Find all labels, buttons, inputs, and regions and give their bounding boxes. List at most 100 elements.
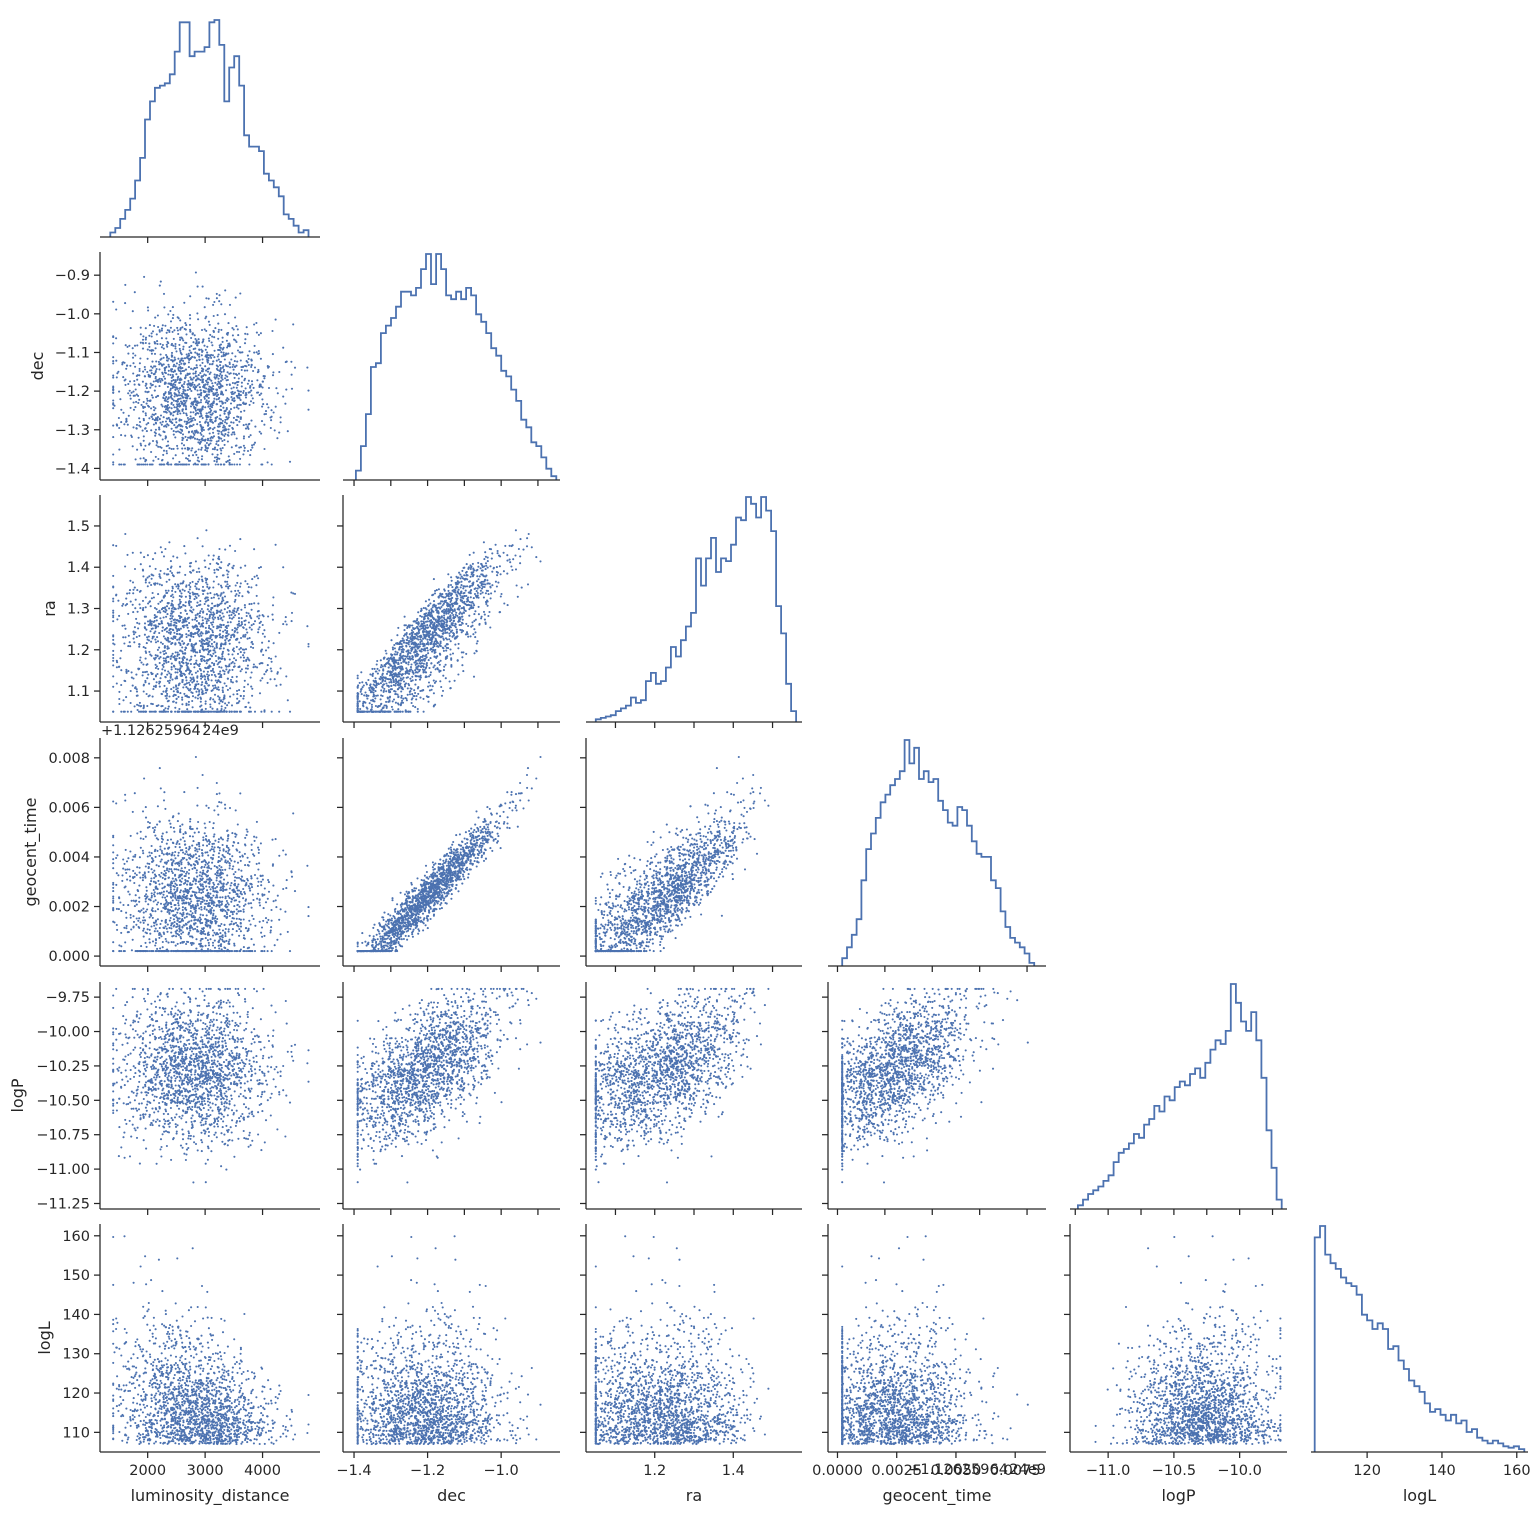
scatter-point [133,705,136,708]
scatter-point [141,341,144,344]
scatter-point [214,381,217,384]
scatter-point [264,410,268,413]
scatter-point [204,420,207,423]
scatter-point [130,434,133,437]
scatter-point [225,383,228,386]
scatter-point [141,347,145,350]
scatter-point [211,602,214,605]
scatter-point [232,416,235,419]
scatter-point [154,407,157,410]
scatter-point [182,618,185,621]
scatter-point [176,413,179,416]
scatter-point [252,386,255,389]
scatter-point [171,637,175,641]
scatter-point [397,663,400,666]
scatter-point [146,391,149,394]
scatter-point [155,665,159,668]
scatter-point [132,390,135,393]
scatter-point [239,457,242,460]
scatter-point [169,676,172,679]
scatter-point [176,329,179,332]
scatter-point [250,628,253,631]
scatter-point [170,637,173,640]
scatter-point [250,608,253,611]
scatter-point [129,364,132,367]
scatter-point [151,703,154,706]
scatter-point [174,410,177,413]
scatter-point [157,445,160,448]
scatter-point [215,460,218,463]
scatter-point [141,338,145,341]
scatter-point [139,326,142,329]
scatter-point [171,386,174,389]
scatter-point [251,578,254,581]
scatter-point [142,663,145,666]
scatter-point [204,390,207,393]
scatter-point [221,619,224,622]
scatter-point [221,446,224,450]
scatter-point [197,580,200,583]
scatter-point [389,688,392,691]
scatter-point [183,382,186,386]
scatter-point [408,655,411,658]
scatter-point [418,668,421,671]
scatter-point [151,627,154,630]
scatter-point [201,648,204,651]
scatter-point [226,417,229,420]
scatter-point [234,365,237,369]
scatter-point [177,653,181,656]
scatter-point [140,444,143,447]
scatter-point [215,389,218,392]
scatter-point [209,333,212,336]
scatter-point [200,634,203,637]
scatter-point [407,663,410,666]
scatter-point [215,297,218,300]
scatter-point [194,450,198,453]
scatter-point [234,598,237,601]
scatter-point [472,606,475,609]
scatter-point [205,682,208,685]
scatter-point [214,604,217,607]
scatter-point [227,352,230,355]
scatter-point [115,666,118,669]
scatter-point [230,704,234,707]
scatter-point [157,602,160,605]
scatter-point [150,597,153,600]
scatter-point [192,385,195,389]
scatter-point [187,454,191,457]
scatter-point [128,641,131,644]
scatter-point [216,448,219,451]
scatter-point [194,651,197,654]
scatter-point [244,580,247,583]
scatter-point [188,592,192,595]
scatter-point [205,648,208,651]
scatter-point [151,396,154,399]
scatter-point [189,330,192,333]
scatter-point [235,325,238,328]
scatter-point [112,574,115,577]
scatter-point [233,431,236,434]
scatter-point [390,653,393,656]
scatter-point [225,339,228,342]
scatter-point [211,645,214,648]
scatter-point [224,580,227,583]
scatter-point [209,611,212,614]
scatter-point [246,382,249,385]
scatter-point [174,583,177,586]
scatter-point [138,367,141,370]
scatter-point [170,688,173,691]
scatter-point [215,458,219,461]
scatter-point [112,675,115,678]
scatter-point [209,420,212,423]
scatter-point [229,408,233,411]
scatter-point [156,419,159,422]
scatter-point [123,642,126,645]
scatter-point [209,645,212,648]
scatter-point [156,654,159,657]
scatter-point [385,672,389,675]
scatter-point [261,398,264,401]
scatter-point [150,372,153,375]
scatter-point [147,309,150,312]
scatter-point [123,361,126,364]
scatter-point [162,635,165,638]
